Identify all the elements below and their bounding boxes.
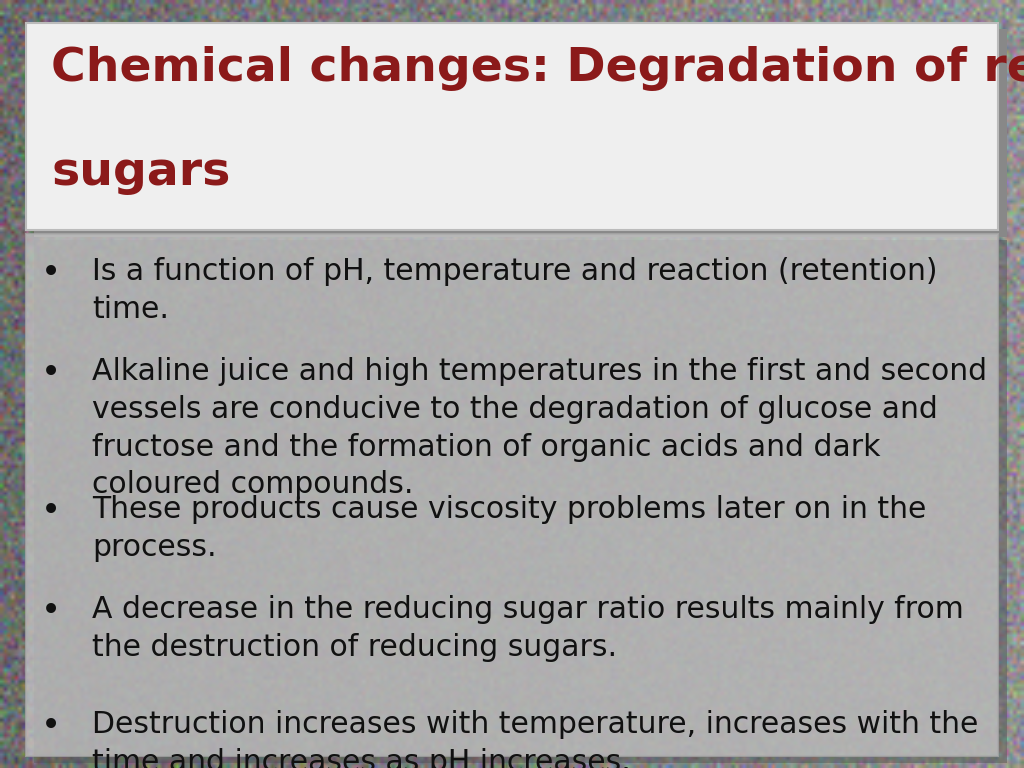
Text: These products cause viscosity problems later on in the
process.: These products cause viscosity problems … [92, 495, 927, 562]
Text: A decrease in the reducing sugar ratio results mainly from
the destruction of re: A decrease in the reducing sugar ratio r… [92, 595, 964, 662]
Text: Is a function of pH, temperature and reaction (retention)
time.: Is a function of pH, temperature and rea… [92, 257, 938, 324]
Text: Destruction increases with temperature, increases with the
time and increases as: Destruction increases with temperature, … [92, 710, 979, 768]
FancyBboxPatch shape [34, 29, 1007, 237]
FancyBboxPatch shape [26, 23, 998, 230]
Text: •: • [41, 710, 61, 743]
FancyBboxPatch shape [34, 240, 1007, 763]
FancyBboxPatch shape [26, 234, 998, 756]
Text: •: • [41, 495, 61, 528]
Text: sugars: sugars [51, 150, 230, 195]
Text: •: • [41, 257, 61, 290]
Text: Alkaline juice and high temperatures in the first and second
vessels are conduci: Alkaline juice and high temperatures in … [92, 357, 987, 499]
Text: Chemical changes: Degradation of reducing: Chemical changes: Degradation of reducin… [51, 46, 1024, 91]
Text: •: • [41, 357, 61, 390]
Text: •: • [41, 595, 61, 628]
